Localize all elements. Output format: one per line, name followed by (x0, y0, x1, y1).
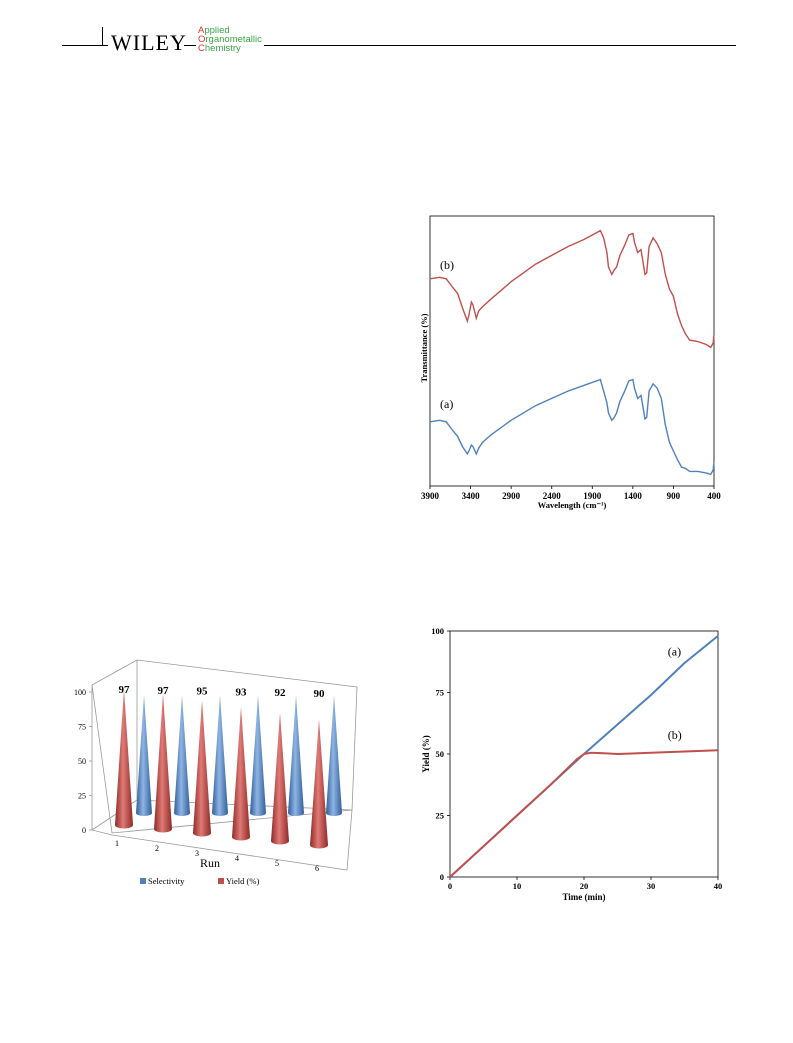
ftir-plot-frame (429, 215, 715, 487)
yield-x-tick-label: 30 (647, 881, 656, 891)
yield-series-label-b: (b) (668, 728, 682, 742)
ftir-x-ticks: 3900 3400 2900 2400 1900 1400 900 400 (421, 486, 721, 501)
cone-y-tick-label: 25 (78, 792, 86, 801)
legend-label-selectivity: Selectivity (148, 876, 185, 886)
cone-selectivity (212, 695, 228, 816)
header-rule-left (62, 45, 108, 46)
yield-x-tick-label: 10 (513, 881, 522, 891)
cone-yield (193, 700, 211, 837)
yield-y-tick-label: 50 (436, 749, 445, 759)
journal-line-2: Organometallic (198, 34, 262, 45)
yield-x-tick-label: 40 (714, 881, 723, 891)
cone-data-label: 90 (314, 688, 326, 700)
yield-series-label-a: (a) (668, 645, 681, 659)
header-page-tick (102, 27, 103, 45)
cone-yield (310, 719, 328, 849)
cone-plot-area: 97 1 97 2 95 3 93 4 92 5 90 6 (115, 684, 342, 873)
cone-y-tick-label: 100 (74, 688, 86, 697)
ftir-x-tick-label: 2400 (543, 491, 562, 501)
cone-x-tick-label: 1 (115, 839, 119, 848)
cone-x-tick-label: 5 (275, 859, 279, 868)
cone-selectivity (250, 695, 266, 816)
cone-data-label: 97 (158, 685, 170, 697)
yield-y-tick-label: 25 (436, 811, 445, 821)
cone-x-axis-label: Run (200, 856, 220, 870)
yield-axis-ticks: 0 10 20 30 40 0 25 50 75 100 (431, 626, 722, 891)
yield-y-tick-label: 0 (440, 872, 444, 882)
cone-selectivity (174, 695, 190, 816)
legend-swatch-yield (218, 878, 224, 884)
ftir-series-line (429, 229, 715, 349)
ftir-x-tick-label: 3900 (421, 491, 440, 501)
ftir-x-tick-label: 900 (667, 491, 681, 501)
cone-selectivity (136, 695, 152, 816)
ftir-x-tick-label: 1900 (583, 491, 602, 501)
cone-x-tick-label: 6 (315, 864, 319, 873)
yield-y-axis-label: Yield (%) (421, 735, 431, 772)
yield-y-tick-label: 75 (436, 688, 445, 698)
ftir-spectrum-chart: 3900 3400 2900 2400 1900 1400 900 400 (b) (a) W… (420, 215, 721, 510)
header-rule-right (264, 45, 736, 46)
cone-data-label: 93 (236, 686, 248, 698)
header-rule-mid (184, 45, 196, 46)
yield-x-tick-label: 0 (448, 881, 452, 891)
cone-x-tick-label: 2 (155, 844, 159, 853)
legend-swatch-selectivity (140, 878, 146, 884)
yield-plot-area (449, 635, 719, 878)
yield-time-chart: 0 10 20 30 40 0 25 50 75 100 (a) (b) Time (min) Y… (421, 626, 722, 902)
cone-x-tick-label: 4 (235, 854, 239, 863)
cone-y-tick-label: 50 (78, 757, 86, 766)
legend-label-yield: Yield (%) (226, 876, 259, 886)
cone-y-tick-label: 75 (78, 723, 86, 732)
yield-x-axis-label: Time (min) (562, 892, 605, 902)
cone-yield (154, 693, 172, 833)
chart-back-wall (91, 659, 358, 834)
ftir-y-axis-label: Transmittance (%) (420, 313, 429, 382)
cone-y-tick-label: 0 (82, 826, 86, 835)
ftir-x-axis-label: Wavelength (cm⁻¹) (538, 500, 607, 510)
ftir-x-tick-label: 2900 (502, 491, 521, 501)
ftir-x-tick-label: 3400 (462, 491, 481, 501)
cone-data-label: 92 (275, 687, 287, 699)
ftir-x-tick-label: 400 (707, 491, 721, 501)
ftir-series-label-b: (b) (440, 258, 454, 272)
cone-x-tick-label: 3 (195, 849, 199, 858)
cone-data-label: 95 (197, 686, 209, 698)
journal-logo: Applied Organometallic Chemistry (198, 25, 262, 54)
cone-yield (232, 706, 250, 841)
cone-yield (115, 689, 133, 829)
yield-x-tick-label: 20 (580, 881, 589, 891)
ftir-plot-area (429, 229, 715, 476)
publisher-logo: WILEY (111, 30, 187, 55)
cone-yield (271, 712, 289, 845)
cone-y-ticks: 0 25 50 75 100 (74, 688, 92, 835)
ftir-series-line (429, 378, 715, 476)
cone-legend: Selectivity Yield (%) (140, 876, 259, 886)
journal-line-3: Chemistry (198, 43, 241, 54)
cone-selectivity (326, 695, 342, 816)
journal-line-1: Applied (198, 25, 230, 36)
cone-selectivity (288, 695, 304, 816)
yield-y-tick-label: 100 (431, 626, 444, 636)
ftir-series-label-a: (a) (440, 397, 453, 411)
recycling-cone-chart: 0 25 50 75 100 97 1 97 2 95 3 93 4 92 5 90 6 Run Select… (74, 659, 358, 886)
ftir-x-tick-label: 1400 (624, 491, 643, 501)
yield-series-line (449, 749, 719, 878)
cone-data-label: 97 (119, 684, 131, 696)
